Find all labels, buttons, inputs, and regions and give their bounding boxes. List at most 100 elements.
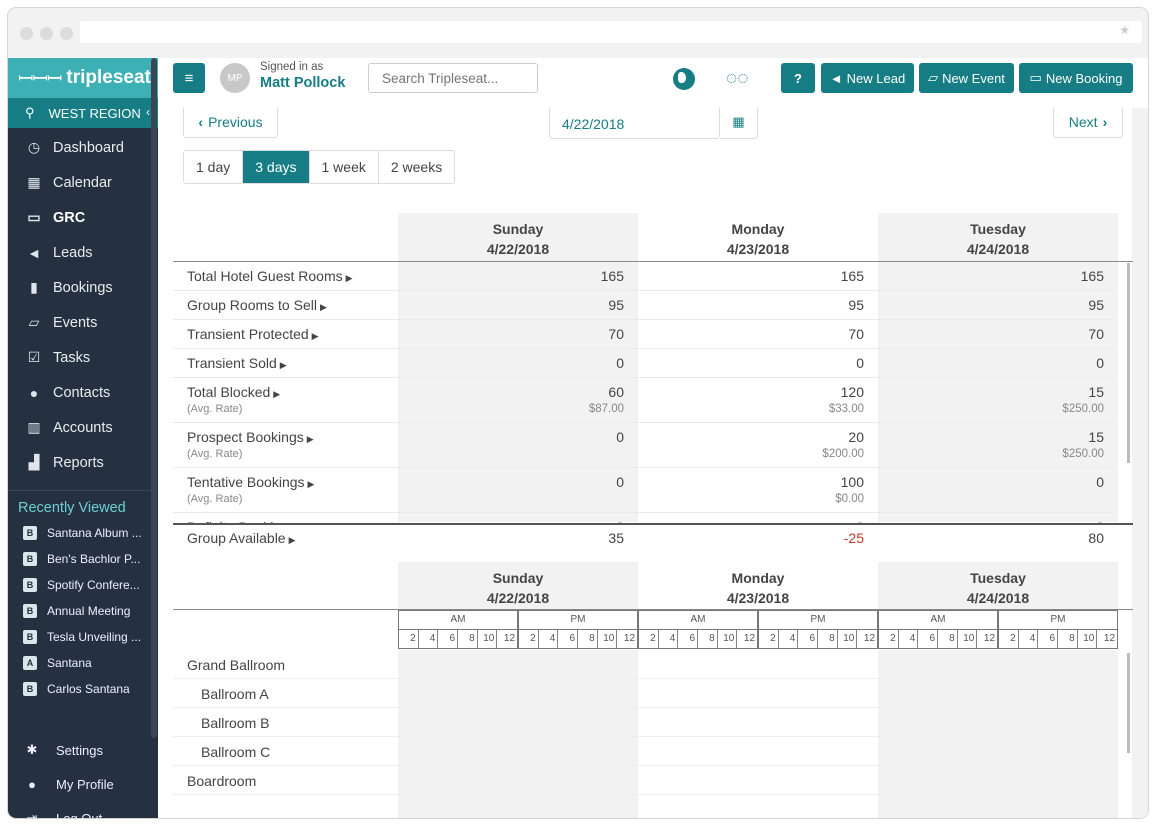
sidebar-item-accounts[interactable]: ▥ Accounts: [8, 410, 158, 445]
value: 0: [616, 519, 624, 523]
recent-item[interactable]: B Ben's Bachlor P...: [8, 546, 158, 572]
space-label[interactable]: Grand Ballroom: [187, 657, 286, 673]
hour-label: 8: [458, 630, 478, 648]
cell-value: 95: [638, 297, 878, 313]
table-row: Total Blocked ▶ (Avg. Rate) 60 $87.00 120 $33.…: [173, 378, 1113, 423]
new-lead-button[interactable]: ◄ New Lead: [821, 63, 914, 93]
sidebar-item-tasks[interactable]: ☑ Tasks: [8, 340, 158, 375]
region-selector[interactable]: ⚲ WEST REGION ‹: [8, 98, 158, 128]
caret-right-icon[interactable]: ▶: [273, 389, 281, 399]
building-icon: ▥: [27, 419, 41, 435]
table-row: Definite Bookings▶ 0 0 0: [173, 513, 1113, 523]
window-zoom-dot[interactable]: [60, 27, 73, 40]
row-label[interactable]: Group Rooms to Sell ▶: [187, 297, 327, 313]
row-label[interactable]: Prospect Bookings ▶ (Avg. Rate): [187, 429, 314, 460]
chat-icon[interactable]: ◌◌: [726, 68, 749, 89]
recent-item[interactable]: B Carlos Santana: [8, 676, 158, 702]
window-close-dot[interactable]: [20, 27, 33, 40]
space-label[interactable]: Ballroom C: [201, 744, 271, 760]
row-label-text: Total Blocked: [187, 384, 271, 400]
sidebar-item-dashboard[interactable]: ◷ Dashboard: [8, 130, 158, 165]
sidebar-scrollbar[interactable]: [151, 58, 157, 738]
cell-value: 0: [638, 519, 878, 523]
hour-ticks: 2 4 6 8 10 12: [878, 629, 998, 649]
cell-value: 15 $250.00: [878, 429, 1118, 460]
row-label[interactable]: Total Blocked ▶ (Avg. Rate): [187, 384, 280, 415]
row-label[interactable]: Transient Protected ▶: [187, 326, 319, 342]
sidebar-item-calendar[interactable]: ▦ Calendar: [8, 165, 158, 200]
range-2-weeks[interactable]: 2 weeks: [390, 159, 443, 175]
search-input[interactable]: [368, 63, 538, 93]
space-row[interactable]: Ballroom B: [173, 708, 1113, 737]
range-1-week[interactable]: 1 week: [310, 151, 379, 183]
day-header: Tuesday 4/24/2018: [878, 562, 1118, 610]
space-label[interactable]: Ballroom A: [201, 686, 269, 702]
help-button[interactable]: ?: [781, 63, 815, 93]
table-row: Prospect Bookings ▶ (Avg. Rate) 0 20 $200.00 1…: [173, 423, 1113, 468]
rooms-scrollbar[interactable]: [1127, 263, 1130, 463]
row-label[interactable]: Transient Sold ▶: [187, 355, 287, 371]
sidebar-item-reports[interactable]: ▟ Reports: [8, 445, 158, 480]
next-button[interactable]: Next ›: [1053, 108, 1123, 138]
time-period-label: PM: [998, 610, 1118, 629]
caret-right-icon[interactable]: ▶: [307, 479, 315, 489]
space-scrollbar[interactable]: [1127, 653, 1130, 753]
row-label[interactable]: Group Available ▶: [187, 530, 296, 546]
menu-toggle-button[interactable]: ≡: [173, 63, 205, 93]
hour-label: 2: [759, 630, 779, 648]
space-label[interactable]: Boardroom: [187, 773, 257, 789]
logo[interactable]: ꟷꟷꟷ tripleseat: [8, 58, 158, 98]
bookmark-star-icon[interactable]: ★: [1119, 23, 1130, 37]
recent-item[interactable]: B Annual Meeting: [8, 598, 158, 624]
space-row[interactable]: Grand Ballroom: [173, 650, 1113, 679]
sidebar-item-grc[interactable]: ▭ GRC: [8, 200, 158, 235]
sidebar-bottom-label: Log Out: [56, 810, 103, 819]
recent-item[interactable]: A Santana: [8, 650, 158, 676]
address-bar[interactable]: ★: [80, 21, 1142, 43]
caret-right-icon[interactable]: ▶: [279, 360, 287, 370]
avatar[interactable]: MP: [220, 63, 250, 93]
new-booking-button[interactable]: ▭ New Booking: [1019, 63, 1133, 93]
row-label[interactable]: Definite Bookings▶: [187, 519, 306, 523]
sidebar-item-settings[interactable]: ✱ Settings: [8, 733, 158, 767]
space-row[interactable]: Ballroom A: [173, 679, 1113, 708]
space-row[interactable]: Ballroom C: [173, 737, 1113, 766]
caret-right-icon[interactable]: ▶: [288, 535, 296, 545]
recent-item[interactable]: B Spotify Confere...: [8, 572, 158, 598]
row-label[interactable]: Total Hotel Guest Rooms ▶: [187, 268, 353, 284]
recent-item[interactable]: B Santana Album ...: [8, 520, 158, 546]
space-label[interactable]: Ballroom B: [201, 715, 270, 731]
range-1-day[interactable]: 1 day: [184, 151, 244, 183]
page-scroll-gutter[interactable]: [1132, 108, 1148, 818]
caret-right-icon[interactable]: ▶: [306, 434, 314, 444]
value: 100: [840, 474, 864, 490]
space-row[interactable]: Boardroom: [173, 766, 1113, 795]
recent-label: Ben's Bachlor P...: [47, 552, 141, 566]
calendar-picker-button[interactable]: ▦: [720, 108, 758, 139]
sidebar-item-log-out[interactable]: ⇥ Log Out: [8, 801, 158, 818]
sidebar-item-my-profile[interactable]: ● My Profile: [8, 767, 158, 801]
range-3-days[interactable]: 3 days: [243, 151, 310, 183]
sidebar-item-events[interactable]: ▱ Events: [8, 305, 158, 340]
recent-badge: B: [23, 526, 37, 540]
previous-button[interactable]: ‹ Previous: [183, 108, 278, 138]
sidebar-item-leads[interactable]: ◄ Leads: [8, 235, 158, 270]
window-minimize-dot[interactable]: [40, 27, 53, 40]
recent-badge: B: [23, 682, 37, 696]
region-label: WEST REGION: [48, 105, 141, 121]
chevron-left-icon[interactable]: ‹: [146, 105, 150, 119]
caret-right-icon[interactable]: ▶: [345, 273, 353, 283]
avg-rate: $87.00: [588, 403, 624, 415]
caret-right-icon[interactable]: ▶: [311, 331, 319, 341]
globe-icon[interactable]: [673, 68, 695, 90]
sidebar-item-contacts[interactable]: ● Contacts: [8, 375, 158, 410]
recent-item[interactable]: B Tesla Unveiling ...: [8, 624, 158, 650]
user-name[interactable]: Matt Pollock: [260, 75, 346, 91]
row-label[interactable]: Tentative Bookings ▶ (Avg. Rate): [187, 474, 314, 505]
sidebar-item-bookings[interactable]: ▮ Bookings: [8, 270, 158, 305]
caret-right-icon[interactable]: ▶: [319, 302, 327, 312]
new-event-button[interactable]: ▱ New Event: [919, 63, 1014, 93]
date-input[interactable]: 4/22/2018: [549, 108, 720, 139]
value: 120: [840, 384, 864, 400]
users-icon: ●: [29, 384, 39, 401]
